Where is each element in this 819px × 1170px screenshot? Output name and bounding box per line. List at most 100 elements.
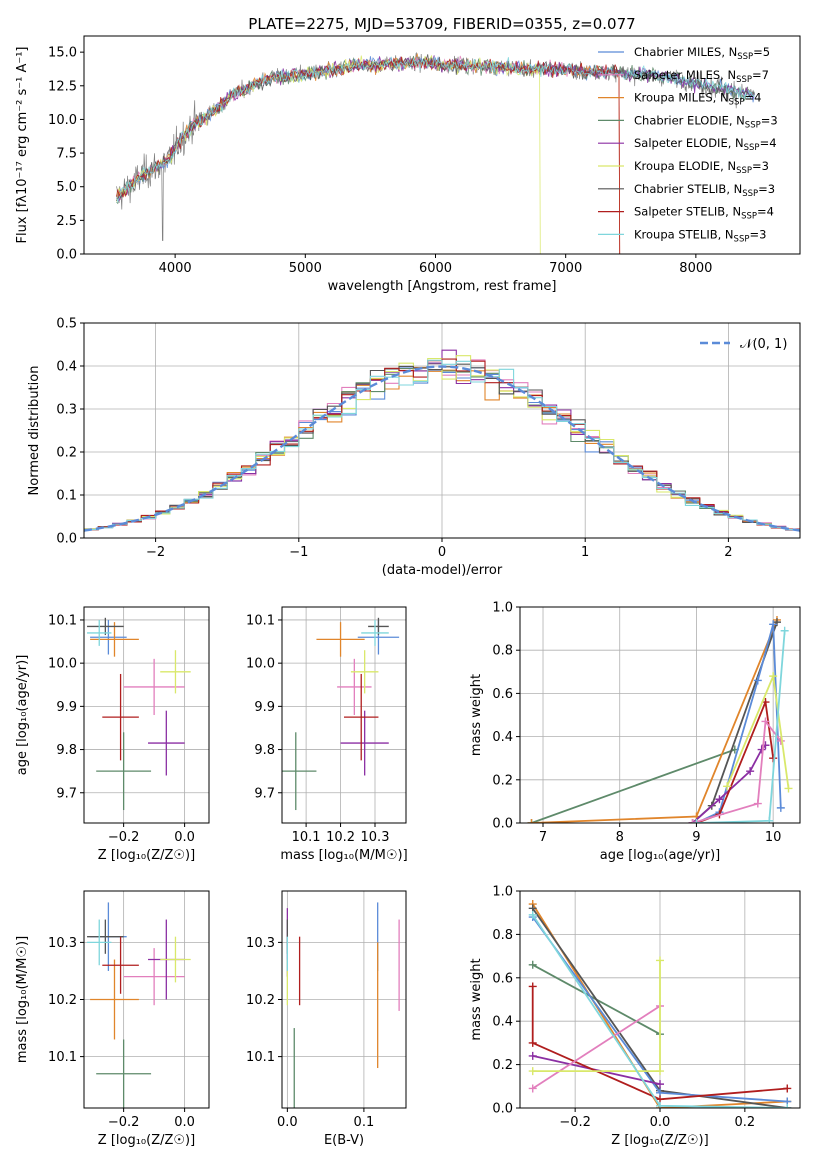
- x-tick-label: 10.2: [326, 830, 355, 845]
- weight-point-marker: [780, 626, 789, 635]
- y-tick-label: 9.8: [254, 743, 275, 758]
- weight-point-marker: [723, 782, 732, 791]
- y-tick-label: 9.7: [254, 786, 275, 801]
- x-axis-label: E(B-V): [324, 1133, 364, 1148]
- axes-frame: [83, 890, 210, 1109]
- mass-vs-reddening-panel: 0.0 0.1 10.1 10.2 10.3 E(B-V): [246, 890, 407, 1148]
- axes-frame: [83, 606, 210, 824]
- weight-point-marker: [528, 960, 537, 969]
- y-tick-label: 0.0: [492, 1102, 513, 1117]
- weight-point-marker: [753, 676, 762, 685]
- plot-area: [286, 902, 400, 1108]
- weight-point-marker: [528, 982, 537, 991]
- y-tick-label: 0.2: [56, 446, 77, 461]
- model-spectrum-line: [116, 55, 621, 254]
- y-tick-label: 0.4: [492, 1015, 513, 1030]
- weight-point-marker: [765, 816, 774, 823]
- y-tick-label: 10.1: [48, 613, 77, 628]
- y-tick-label: 10.1: [48, 1050, 77, 1065]
- y-tick-label: 0.5: [56, 317, 77, 332]
- weight-point-marker: [656, 956, 664, 965]
- y-tick-label: 10.0: [246, 657, 275, 672]
- y-tick-label: 10.1: [246, 613, 275, 628]
- x-tick-label: 0.1: [354, 1115, 375, 1130]
- x-axis-label: Z [log₁₀(Z/Z☉)]: [611, 1133, 708, 1148]
- model-spectrum-line: [116, 55, 755, 203]
- y-tick-label: 0.0: [492, 817, 513, 832]
- legend-entry: Kroupa MILES, NSSP=4: [634, 91, 761, 108]
- plot-area: [84, 349, 800, 533]
- x-tick-label: 7: [539, 830, 547, 845]
- weight-point-marker: [761, 717, 770, 726]
- x-tick-label: 7000: [549, 261, 582, 276]
- y-tick-label: 0.3: [56, 403, 77, 418]
- x-tick-label: 0.0: [174, 830, 195, 845]
- x-tick-label: 10.3: [361, 830, 390, 845]
- y-axis-label: Normed distribution: [27, 366, 42, 496]
- y-tick-label: 0.1: [56, 489, 77, 504]
- x-tick-label: 4000: [159, 261, 192, 276]
- weight-point-marker: [769, 754, 778, 763]
- residual-histogram: [84, 359, 800, 533]
- model-spectrum-line: [116, 54, 541, 254]
- y-tick-label: 10.2: [48, 993, 77, 1008]
- legend-entry: Chabrier ELODIE, NSSP=3: [634, 113, 778, 130]
- x-axis-label: age [log₁₀(age/yr)]: [600, 848, 721, 863]
- y-tick-label: 10.0: [48, 657, 77, 672]
- plot-area: [116, 51, 755, 254]
- weight-point-marker: [757, 745, 766, 754]
- y-tick-label: 12.5: [48, 79, 77, 94]
- age-vs-metallicity-panel: −0.2 0.0 9.7 9.8 9.9 10.0 10.1 Z [log₁₀(Z/Z☉)] a…: [15, 606, 210, 863]
- weight-point-marker: [783, 1104, 792, 1108]
- legend-entry: Kroupa STELIB, NSSP=3: [634, 227, 766, 244]
- y-tick-label: 10.0: [48, 113, 77, 128]
- weight-series-line: [531, 748, 736, 823]
- y-axis-label: mass weight: [469, 674, 484, 756]
- y-tick-label: 0.0: [56, 532, 77, 547]
- x-tick-label: 0.0: [174, 1115, 195, 1130]
- weight-point-marker: [528, 1067, 537, 1076]
- weight-series-line: [532, 1005, 661, 1090]
- weight-point-marker: [656, 1067, 664, 1076]
- y-tick-label: 7.5: [56, 147, 77, 162]
- plot-area: [527, 615, 793, 823]
- x-tick-label: 9: [692, 830, 700, 845]
- x-tick-label: −2: [146, 545, 165, 560]
- axes-frame: [281, 890, 407, 1109]
- y-tick-label: 10.3: [246, 936, 275, 951]
- axes-frame: [519, 890, 801, 1109]
- y-tick-label: 10.1: [246, 1050, 275, 1065]
- y-tick-label: 0.4: [492, 730, 513, 745]
- normal-curve-line: [84, 365, 800, 532]
- x-tick-label: 0.0: [650, 1115, 671, 1130]
- spectrum-panel: 4000 5000 6000 7000 8000 0.0 2.5 5.0 7.5 10.0 12.5…: [15, 15, 801, 294]
- legend-entry: 𝒩(0, 1): [740, 337, 787, 352]
- y-tick-label: 0.8: [492, 644, 513, 659]
- weight-point-marker: [753, 799, 762, 808]
- chart-title: PLATE=2275, MJD=53709, FIBERID=0355, z=0…: [248, 15, 635, 33]
- weight-point-marker: [692, 819, 701, 823]
- x-tick-label: 0: [438, 545, 446, 560]
- model-spectrum-line: [116, 56, 621, 254]
- x-tick-label: 10: [765, 830, 782, 845]
- axes-frame: [281, 606, 407, 824]
- weight-point-marker: [769, 620, 778, 629]
- y-tick-label: 0.6: [492, 687, 513, 702]
- axes-frame: [519, 606, 801, 824]
- x-tick-label: −1: [289, 545, 308, 560]
- plot-area: [87, 617, 191, 811]
- weight-point-marker: [769, 672, 778, 681]
- y-tick-label: 10.3: [48, 936, 77, 951]
- weight-point-marker: [783, 1084, 792, 1093]
- y-tick-label: 9.9: [56, 700, 77, 715]
- axes-frame: [83, 322, 801, 539]
- x-axis-label: Z [log₁₀(Z/Z☉)]: [98, 848, 195, 863]
- x-tick-label: 8000: [679, 261, 712, 276]
- plot-area: [282, 617, 400, 811]
- weight-series-line: [532, 960, 661, 1072]
- weight-vs-metallicity-panel: −0.2 0.0 0.2 0.0 0.2 0.4 0.6 0.8 1.0 Z [log₁₀(Z/Z…: [469, 885, 801, 1148]
- x-tick-label: 8: [616, 830, 624, 845]
- x-tick-label: 0.0: [277, 1115, 298, 1130]
- x-tick-label: 6000: [419, 261, 452, 276]
